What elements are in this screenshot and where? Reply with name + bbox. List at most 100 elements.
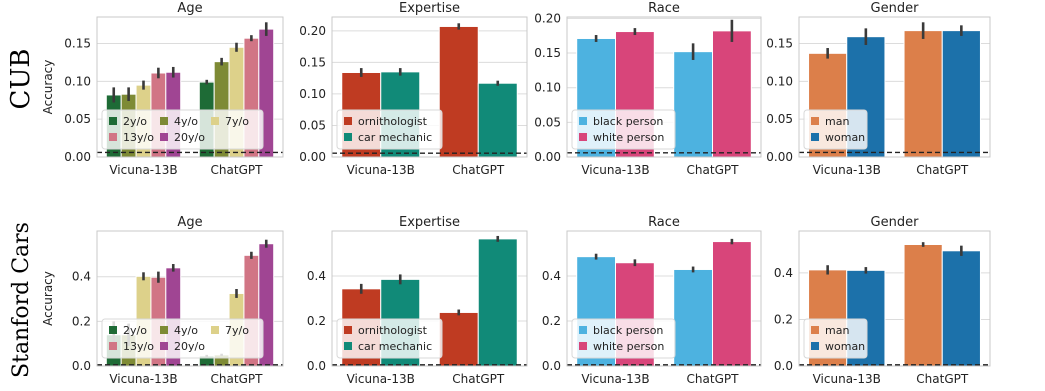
y-tick-label: 0.15: [534, 46, 561, 60]
legend-label: 20y/o: [174, 131, 205, 144]
legend-swatch: [109, 342, 117, 350]
legend-swatch: [579, 117, 587, 125]
legend-swatch: [160, 342, 168, 350]
legend-label: 20y/o: [174, 340, 205, 353]
legend-label: black person: [593, 324, 663, 337]
legend-label: 2y/o: [123, 324, 147, 337]
panel-expertise-0: Expertise 0.00 0.05 0.10 0.15 0.20 Vicuna-13B C…: [299, 1, 528, 177]
y-tick-label: 0.00: [299, 150, 326, 164]
legend-swatch: [811, 133, 819, 141]
y-tick-label: 0.05: [766, 112, 793, 126]
legend-label: ornithologist: [358, 115, 428, 128]
legend-label: man: [825, 115, 849, 128]
legend-box: [101, 318, 264, 359]
legend-label: woman: [825, 131, 865, 144]
y-tick-label: 0.10: [64, 74, 91, 88]
panel-title: Gender: [871, 215, 920, 230]
y-tick-label: 0.10: [299, 87, 326, 101]
y-tick-label: 0.20: [534, 11, 561, 25]
x-tick-label: ChatGPT: [211, 372, 264, 386]
axes-frame: [96, 16, 284, 158]
legend: man woman: [803, 318, 868, 359]
legend-label: 2y/o: [123, 115, 147, 128]
bar: [903, 244, 943, 367]
y-axis-label: Accuracy: [41, 60, 55, 115]
x-tick-label: Vicuna-13B: [347, 372, 415, 386]
bar: [941, 250, 981, 367]
panel-gender-1: Gender 0.0 0.2 0.4 Vicuna-13B ChatGPT man woman: [774, 215, 991, 386]
legend-swatch: [344, 342, 352, 350]
axes-frame: [331, 230, 528, 367]
bar: [712, 241, 752, 367]
bar: [477, 238, 518, 367]
panel-title: Race: [648, 215, 680, 230]
panel-race-1: Race 0.0 0.2 0.4 Vicuna-13B ChatGPT black pers…: [542, 215, 762, 386]
y-tick-label: 0.10: [766, 74, 793, 88]
row-1: Stanford Cars Age 0.0 0.2 0.4 Accuracy Vicuna-…: [9, 215, 991, 386]
legend-swatch: [160, 326, 168, 334]
legend-label: woman: [825, 340, 865, 353]
bar: [673, 51, 714, 158]
legend-label: 13y/o: [123, 131, 154, 144]
panel-title: Expertise: [399, 1, 460, 16]
legend: ornithologist car mechanic: [336, 109, 443, 150]
axes-frame: [798, 16, 991, 158]
legend: black person white person: [571, 109, 676, 150]
x-tick-label: ChatGPT: [916, 163, 969, 177]
legend-label: car mechanic: [358, 131, 432, 144]
x-tick-label: Vicuna-13B: [581, 163, 649, 177]
legend-label: 7y/o: [225, 115, 249, 128]
legend-label: white person: [593, 131, 664, 144]
legend-label: 4y/o: [174, 324, 198, 337]
legend-swatch: [811, 342, 819, 350]
legend: man woman: [803, 109, 868, 150]
y-tick-label: 0.05: [299, 118, 326, 132]
panel-age-0: Age 0.00 0.05 0.10 0.15 Accuracy Vicuna-13B Cha…: [41, 1, 284, 177]
bar: [712, 30, 752, 158]
legend-label: car mechanic: [358, 340, 432, 353]
row-label: Stanford Cars: [9, 222, 34, 378]
y-tick-label: 0.15: [299, 55, 326, 69]
panel-expertise-1: Expertise 0.0 0.2 0.4 Vicuna-13B ChatGPT ornit…: [307, 215, 528, 386]
legend-swatch: [811, 117, 819, 125]
x-tick-label: Vicuna-13B: [109, 372, 177, 386]
x-tick-label: Vicuna-13B: [813, 372, 881, 386]
y-tick-label: 0.2: [307, 314, 326, 328]
y-tick-label: 0.0: [542, 359, 561, 373]
legend-label: black person: [593, 115, 663, 128]
legend-swatch: [211, 326, 219, 334]
x-tick-label: ChatGPT: [687, 372, 740, 386]
y-tick-label: 0.15: [766, 36, 793, 50]
y-axis-label: Accuracy: [41, 271, 55, 326]
y-tick-label: 0.4: [307, 269, 326, 283]
x-tick-label: ChatGPT: [916, 372, 969, 386]
x-tick-label: ChatGPT: [211, 163, 264, 177]
panel-title: Race: [648, 1, 680, 16]
y-tick-label: 0.05: [534, 115, 561, 129]
panel-title: Age: [177, 215, 202, 230]
y-tick-label: 0.0: [72, 359, 91, 373]
y-tick-label: 0.4: [774, 266, 793, 280]
bar: [438, 25, 479, 158]
y-tick-label: 0.00: [64, 150, 91, 164]
legend-swatch: [344, 117, 352, 125]
panel-race-0: Race 0.00 0.05 0.10 0.15 0.20 Vicuna-13B ChatGP…: [534, 1, 762, 177]
axes-frame: [331, 16, 528, 158]
legend-box: [571, 318, 676, 359]
legend: 2y/o 4y/o 7y/o 13y/o 20y/o: [101, 318, 264, 359]
axes-frame: [96, 230, 284, 367]
legend-swatch: [109, 326, 117, 334]
x-tick-label: ChatGPT: [687, 163, 740, 177]
row-0: CUB Age 0.00 0.05 0.10 0.15 Accuracy Vicuna-13B…: [6, 1, 991, 177]
axes-frame: [798, 230, 991, 367]
row-label: CUB: [6, 49, 36, 110]
legend-swatch: [811, 326, 819, 334]
legend-box: [336, 109, 443, 150]
panel-age-1: Age 0.0 0.2 0.4 Accuracy Vicuna-13B ChatGPT 2y/…: [41, 215, 284, 386]
legend-box: [571, 109, 676, 150]
y-tick-label: 0.0: [774, 359, 793, 373]
y-tick-label: 0.20: [299, 24, 326, 38]
legend-box: [336, 318, 443, 359]
panel-title: Age: [177, 1, 202, 16]
x-tick-label: Vicuna-13B: [813, 163, 881, 177]
